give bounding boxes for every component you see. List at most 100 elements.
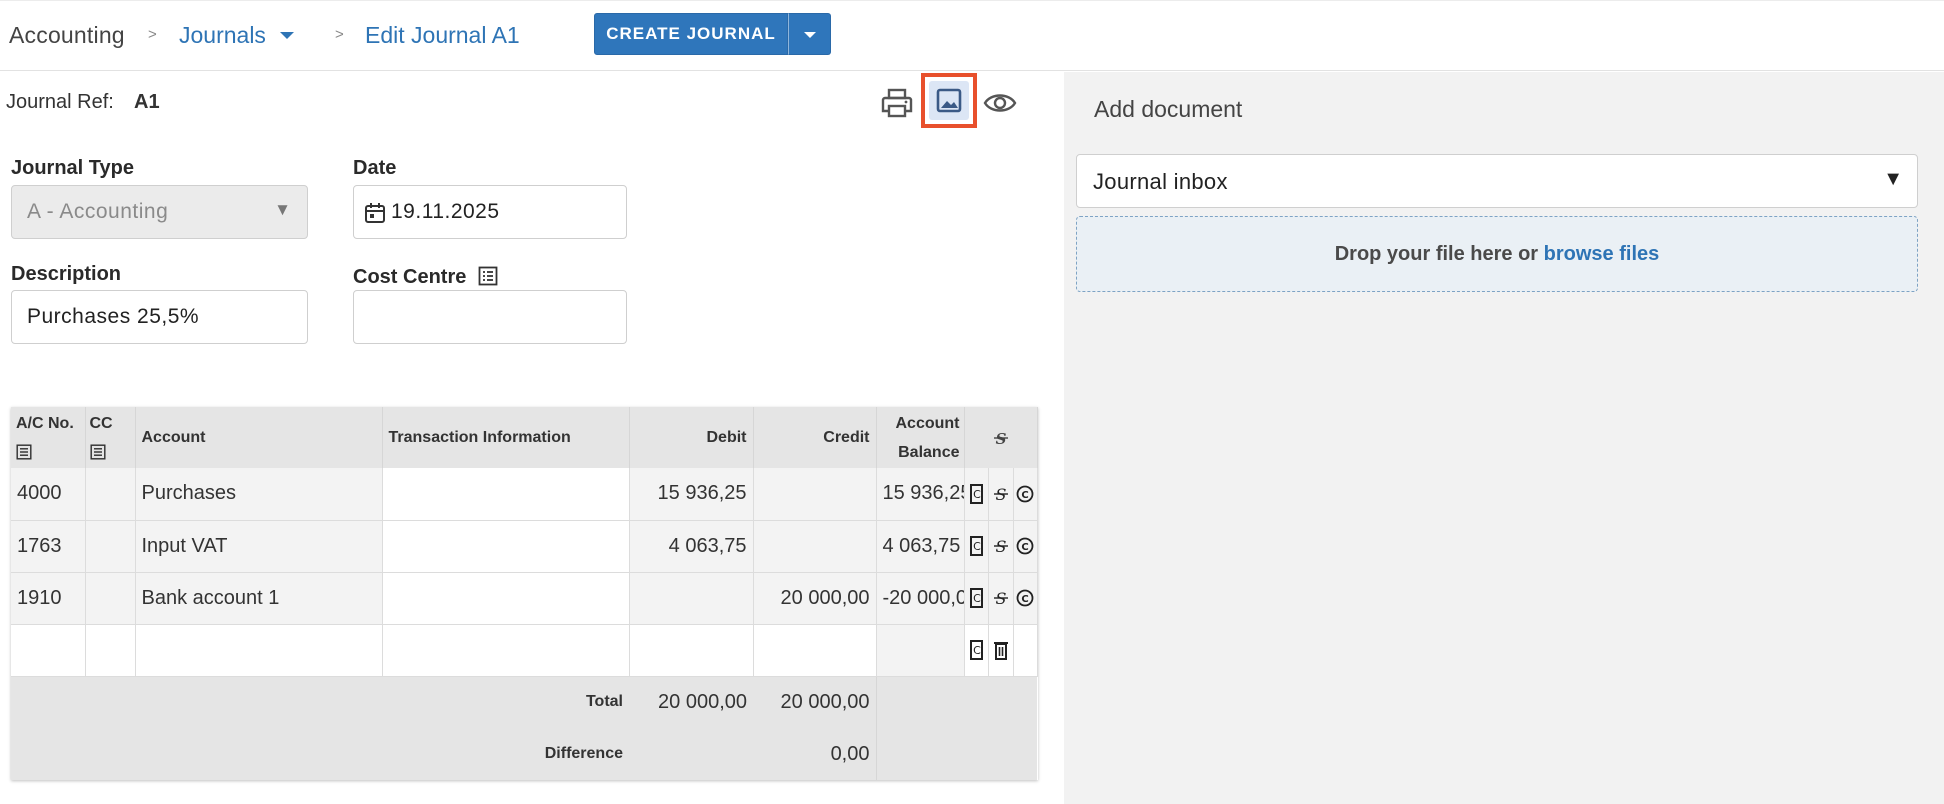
description-input[interactable]: Purchases 25,5% (11, 290, 308, 344)
file-dropzone[interactable]: Drop your file here or browse files (1076, 216, 1918, 292)
strike-action[interactable]: S (988, 572, 1014, 625)
col-header-debit: Debit (629, 407, 754, 468)
image-preview-button[interactable] (921, 73, 977, 128)
cell-credit[interactable] (753, 468, 877, 521)
cell-debit[interactable]: 4 063,75 (629, 520, 754, 573)
circle-c-icon[interactable]: C (1016, 485, 1034, 503)
table-row[interactable]: 4000 Purchases 15 936,25 15 936,25 C S C (11, 468, 1038, 521)
clear-action[interactable]: C (1013, 520, 1038, 573)
journal-ref-value: A1 (134, 91, 160, 113)
breadcrumb-journals[interactable]: Journals (179, 22, 294, 48)
copy-icon[interactable]: C (969, 639, 983, 661)
svg-text:C: C (973, 540, 981, 553)
table-row[interactable]: 1763 Input VAT 4 063,75 4 063,75 C S C (11, 520, 1038, 573)
strikethrough-s-icon[interactable]: S (993, 587, 1009, 609)
strike-action[interactable]: S (988, 468, 1014, 521)
journal-type-select: A - Accounting ▼ (11, 185, 308, 239)
cell-account[interactable]: Bank account 1 (135, 572, 383, 625)
date-input[interactable]: 19.11.2025 (353, 185, 627, 239)
cell-cc[interactable] (85, 624, 136, 677)
col-header-account: Account (135, 407, 383, 468)
svg-text:C: C (973, 592, 981, 605)
print-icon[interactable] (880, 86, 914, 120)
col-header-cc[interactable]: CC (85, 407, 136, 468)
cell-ac-no[interactable]: 4000 (11, 468, 86, 521)
difference-filler (629, 728, 753, 780)
clear-action[interactable]: C (1013, 572, 1038, 625)
strikethrough-s-icon[interactable]: S (993, 483, 1009, 505)
cell-ac-no[interactable]: 1763 (11, 520, 86, 573)
breadcrumb-journals-label: Journals (179, 22, 266, 48)
strikethrough-s-icon: S (993, 430, 1008, 448)
breadcrumb-current[interactable]: Edit Journal A1 (365, 22, 520, 48)
copy-action[interactable]: C (964, 572, 989, 625)
difference-label: Difference (11, 728, 629, 780)
clear-action[interactable]: C (1013, 468, 1038, 521)
calendar-icon (365, 203, 385, 223)
strike-action[interactable]: S (988, 520, 1014, 573)
description-value: Purchases 25,5% (27, 305, 200, 328)
cell-ac-no[interactable] (11, 624, 86, 677)
cell-cc[interactable] (85, 572, 136, 625)
cell-cc[interactable] (85, 468, 136, 521)
journal-type-label: Journal Type (11, 157, 134, 179)
cell-debit[interactable] (629, 572, 754, 625)
add-document-title: Add document (1094, 96, 1243, 122)
cell-transaction-info[interactable] (382, 520, 630, 573)
cell-transaction-info[interactable] (382, 468, 630, 521)
chevron-down-icon (279, 32, 294, 39)
table-row-empty[interactable]: C (11, 624, 1038, 677)
copy-icon[interactable]: C (969, 483, 983, 505)
col-header-account-balance-line1: Account (895, 414, 960, 432)
copy-action[interactable]: C (964, 520, 989, 573)
strikethrough-s-icon[interactable]: S (993, 535, 1009, 557)
cell-transaction-info[interactable] (382, 624, 630, 677)
create-journal-button[interactable]: CREATE JOURNAL (594, 13, 788, 55)
col-header-ac-no[interactable]: A/C No. (11, 407, 86, 468)
cost-centre-input[interactable] (353, 290, 627, 344)
cell-account[interactable]: Purchases (135, 468, 383, 521)
svg-text:C: C (973, 644, 981, 657)
cell-credit[interactable]: 20 000,00 (753, 572, 877, 625)
copy-action[interactable]: C (964, 624, 989, 677)
delete-action[interactable] (988, 624, 1014, 677)
cell-ac-no[interactable]: 1910 (11, 572, 86, 625)
cell-debit[interactable] (629, 624, 754, 677)
cell-account[interactable]: Input VAT (135, 520, 383, 573)
cell-debit[interactable]: 15 936,25 (629, 468, 754, 521)
top-bar: Accounting > Journals > Edit Journal A1 … (0, 0, 1944, 71)
cell-credit[interactable] (753, 520, 877, 573)
cell-transaction-info[interactable] (382, 572, 630, 625)
col-header-credit: Credit (753, 407, 877, 468)
table-header-row: A/C No. CC Account Transaction Informati… (11, 407, 1038, 468)
cell-cc[interactable] (85, 520, 136, 573)
cell-account[interactable] (135, 624, 383, 677)
journal-lines-table: A/C No. CC Account Transaction Informati… (11, 407, 1038, 780)
total-row: Total 20 000,00 20 000,00 (11, 676, 1037, 728)
create-journal-dropdown-button[interactable] (788, 13, 831, 55)
list-lookup-icon[interactable] (89, 443, 106, 460)
description-label: Description (11, 263, 122, 285)
browse-files-link[interactable]: browse files (1543, 243, 1660, 265)
svg-text:S: S (995, 430, 1006, 448)
list-lookup-icon[interactable] (478, 266, 498, 286)
copy-icon[interactable]: C (969, 587, 983, 609)
copy-icon[interactable]: C (969, 535, 983, 557)
svg-text:C: C (1021, 542, 1028, 553)
journal-type-value: A - Accounting (27, 200, 169, 223)
dropdown-arrow-icon: ▼ (274, 200, 291, 219)
journal-inbox-select[interactable]: Journal inbox ▼ (1076, 154, 1918, 208)
trash-icon[interactable] (993, 639, 1009, 661)
cell-credit[interactable] (753, 624, 877, 677)
cell-balance: 15 936,25 (876, 468, 965, 521)
circle-c-icon[interactable]: C (1016, 589, 1034, 607)
circle-c-icon[interactable]: C (1016, 537, 1034, 555)
col-header-transaction-info: Transaction Information (382, 407, 630, 468)
breadcrumb-accounting[interactable]: Accounting (9, 22, 125, 48)
eye-icon[interactable] (983, 86, 1017, 120)
list-lookup-icon[interactable] (16, 443, 32, 460)
copy-action[interactable]: C (964, 468, 989, 521)
dropzone-text: Drop your file here or (1334, 243, 1544, 265)
col-header-actions: S (964, 407, 1038, 468)
